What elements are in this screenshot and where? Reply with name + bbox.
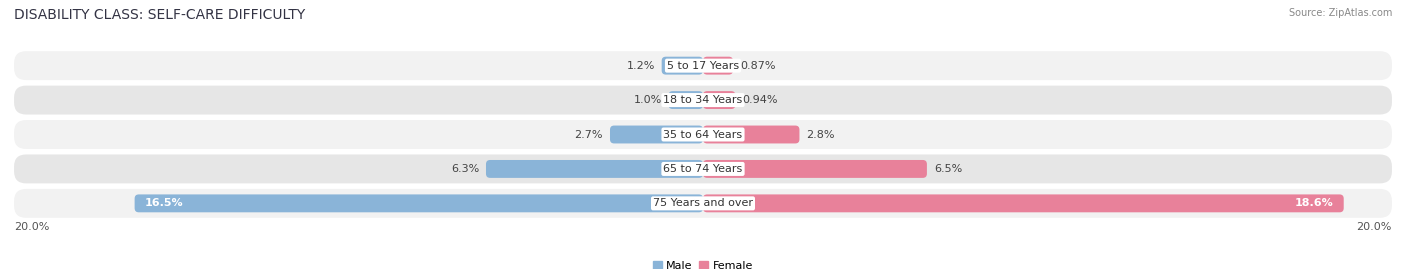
- Text: 35 to 64 Years: 35 to 64 Years: [664, 129, 742, 140]
- Text: 18 to 34 Years: 18 to 34 Years: [664, 95, 742, 105]
- FancyBboxPatch shape: [14, 51, 1392, 80]
- Text: DISABILITY CLASS: SELF-CARE DIFFICULTY: DISABILITY CLASS: SELF-CARE DIFFICULTY: [14, 8, 305, 22]
- Text: 75 Years and over: 75 Years and over: [652, 198, 754, 208]
- Text: 6.3%: 6.3%: [451, 164, 479, 174]
- FancyBboxPatch shape: [703, 91, 735, 109]
- FancyBboxPatch shape: [14, 120, 1392, 149]
- Text: 0.87%: 0.87%: [740, 61, 775, 71]
- Text: 1.0%: 1.0%: [634, 95, 662, 105]
- FancyBboxPatch shape: [703, 194, 1344, 212]
- Text: 65 to 74 Years: 65 to 74 Years: [664, 164, 742, 174]
- Text: 2.8%: 2.8%: [807, 129, 835, 140]
- FancyBboxPatch shape: [703, 57, 733, 75]
- Text: 0.94%: 0.94%: [742, 95, 778, 105]
- FancyBboxPatch shape: [14, 86, 1392, 115]
- Text: 20.0%: 20.0%: [14, 222, 49, 232]
- Legend: Male, Female: Male, Female: [648, 256, 758, 269]
- Text: 18.6%: 18.6%: [1295, 198, 1333, 208]
- FancyBboxPatch shape: [669, 91, 703, 109]
- Text: 6.5%: 6.5%: [934, 164, 962, 174]
- FancyBboxPatch shape: [703, 126, 800, 143]
- FancyBboxPatch shape: [135, 194, 703, 212]
- FancyBboxPatch shape: [610, 126, 703, 143]
- Text: 1.2%: 1.2%: [627, 61, 655, 71]
- Text: 20.0%: 20.0%: [1357, 222, 1392, 232]
- FancyBboxPatch shape: [662, 57, 703, 75]
- Text: 16.5%: 16.5%: [145, 198, 184, 208]
- Text: 2.7%: 2.7%: [575, 129, 603, 140]
- FancyBboxPatch shape: [14, 189, 1392, 218]
- FancyBboxPatch shape: [486, 160, 703, 178]
- Text: Source: ZipAtlas.com: Source: ZipAtlas.com: [1288, 8, 1392, 18]
- Text: 5 to 17 Years: 5 to 17 Years: [666, 61, 740, 71]
- FancyBboxPatch shape: [703, 160, 927, 178]
- FancyBboxPatch shape: [14, 154, 1392, 183]
